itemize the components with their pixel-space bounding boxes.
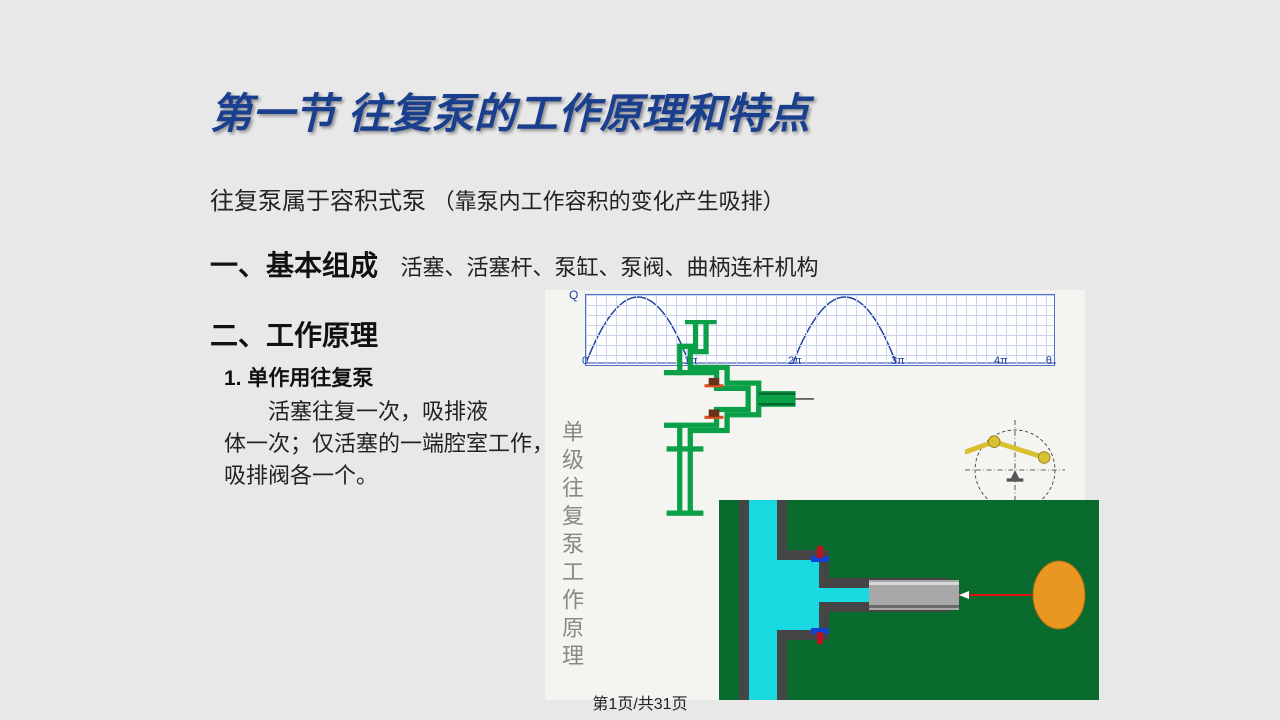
- body-text-1: 活塞往复一次，吸排液: [224, 396, 554, 428]
- intro-main: 往复泵属于容积式泵: [210, 188, 426, 215]
- section-1: 一、基本组成 活塞、活塞杆、泵缸、泵阀、曲柄连杆机构: [210, 244, 1180, 284]
- pump-diagram: Q 0 1π 2π 3π 4π θ 单级往复泵工作原理: [545, 290, 1085, 700]
- section-1-detail: 活塞、活塞杆、泵缸、泵阀、曲柄连杆机构: [400, 255, 818, 280]
- page-indicator: 第1页/共31页: [592, 690, 687, 714]
- intro-line: 往复泵属于容积式泵 （靠泵内工作容积的变化产生吸排）: [210, 181, 1180, 216]
- pump-animation: [719, 500, 1099, 700]
- graph-x-4: 4π: [994, 355, 1008, 367]
- slide-title: 第一节 往复泵的工作原理和特点: [210, 80, 1180, 141]
- section-2-heading: 二、工作原理: [210, 320, 378, 351]
- section-1-heading: 一、基本组成: [210, 250, 378, 281]
- pump-animation-svg: [719, 500, 1099, 700]
- diagram-caption: 单级往复泵工作原理: [555, 420, 587, 672]
- graph-y-label: Q: [569, 288, 578, 302]
- pump-schematic: [585, 320, 885, 520]
- graph-x-3: 3π: [891, 355, 905, 367]
- body-text-2: 体一次；仅活塞的一端腔室工作，吸排阀各一个。: [224, 428, 554, 492]
- graph-x-theta: θ: [1046, 355, 1052, 367]
- intro-paren: （靠泵内工作容积的变化产生吸排）: [433, 189, 785, 214]
